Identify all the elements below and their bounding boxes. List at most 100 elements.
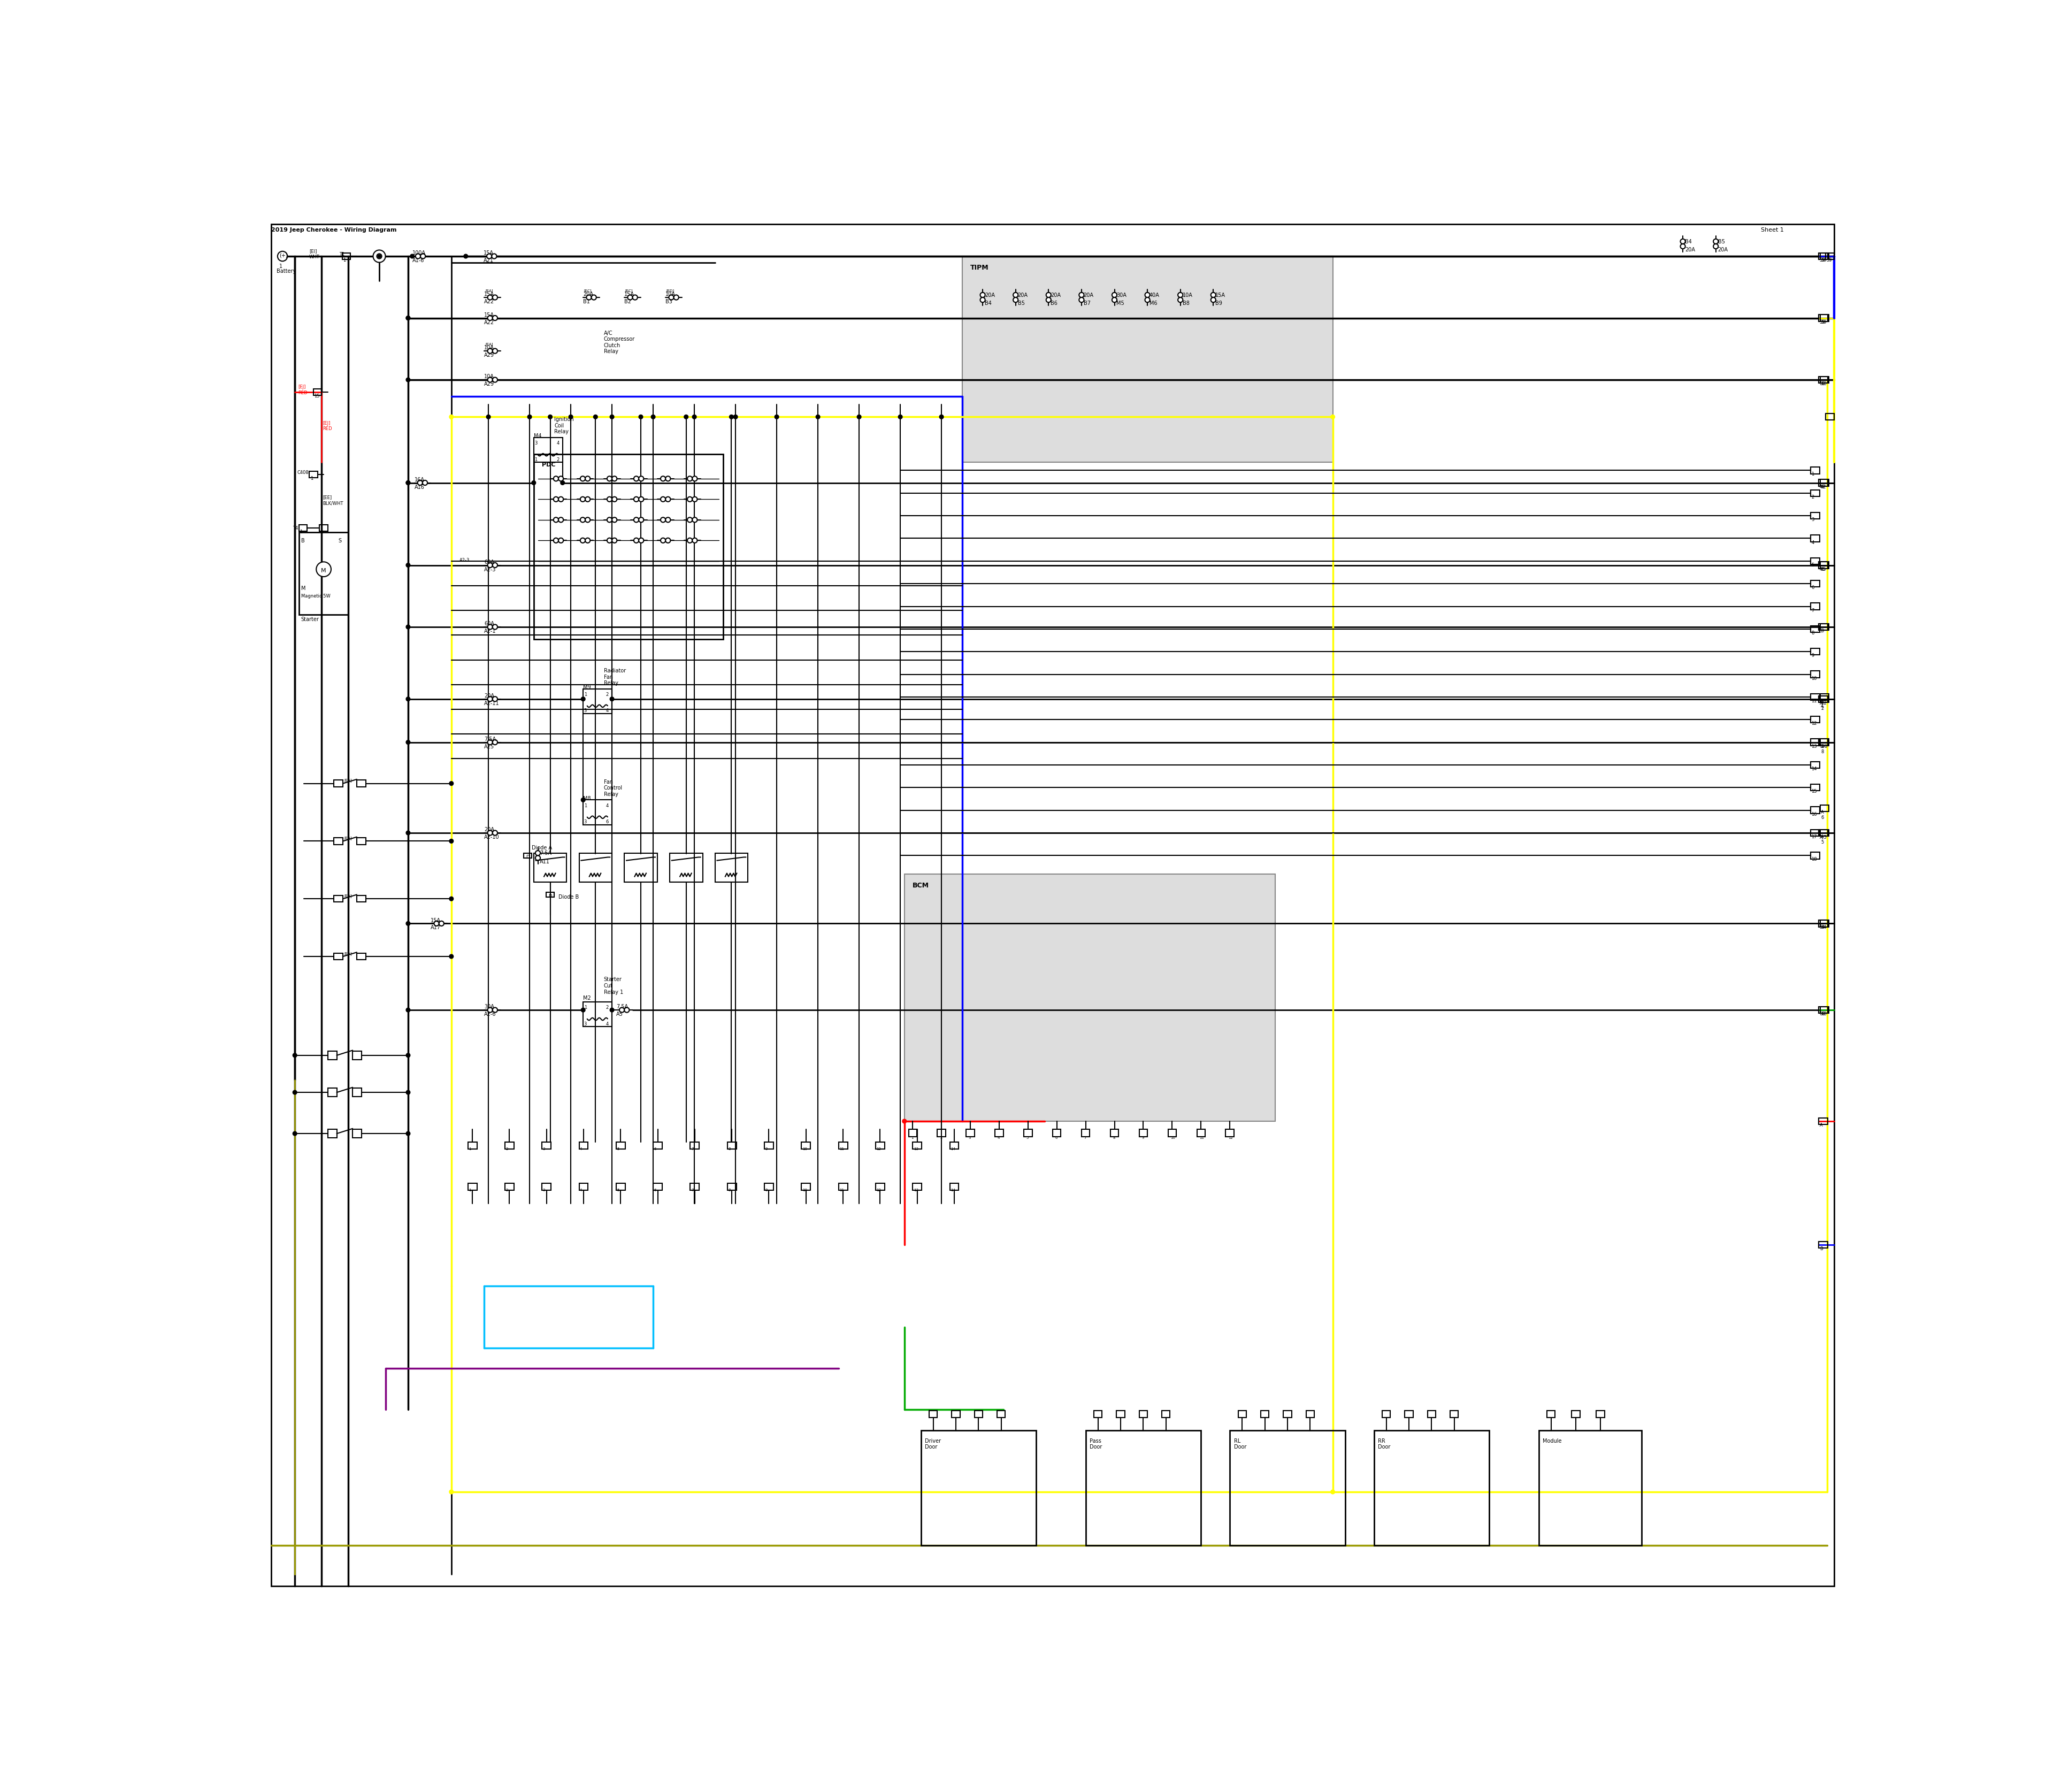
Text: 1: 1 (534, 457, 538, 462)
Bar (1826, 253, 1834, 260)
Bar (1818, 480, 1828, 486)
Circle shape (665, 477, 670, 480)
Bar (1818, 624, 1828, 631)
Bar (1820, 921, 1828, 926)
Bar (579, 1183, 587, 1190)
Circle shape (665, 496, 670, 502)
Circle shape (378, 254, 380, 258)
Text: A
2: A 2 (1820, 701, 1824, 711)
Text: 15: 15 (314, 394, 320, 398)
Circle shape (608, 477, 612, 480)
Text: 12: 12 (1228, 1136, 1232, 1140)
Bar (1820, 563, 1828, 568)
Circle shape (1210, 297, 1216, 303)
Circle shape (1078, 292, 1085, 297)
Text: 3: 3 (583, 1021, 587, 1027)
Bar (624, 853, 657, 882)
Circle shape (581, 496, 585, 502)
Text: 13: 13 (1812, 744, 1818, 749)
Text: T1: T1 (339, 253, 345, 256)
Circle shape (635, 538, 639, 543)
Circle shape (487, 1007, 493, 1012)
Text: Starter: Starter (302, 616, 318, 622)
Circle shape (493, 697, 497, 701)
Circle shape (610, 414, 614, 419)
Bar (727, 1183, 735, 1190)
Circle shape (1713, 244, 1719, 249)
Text: 4: 4 (606, 708, 608, 713)
Circle shape (407, 480, 411, 486)
Text: 1: 1 (300, 530, 302, 534)
Text: 10: 10 (1812, 676, 1818, 681)
Bar (1810, 694, 1820, 701)
Bar (690, 1142, 698, 1149)
Text: 60A: 60A (485, 559, 495, 564)
Text: 30A: 30A (1117, 292, 1126, 297)
Bar (1374, 1430, 1489, 1545)
Bar (912, 1183, 922, 1190)
Circle shape (592, 296, 596, 299)
Text: 15A: 15A (624, 292, 635, 297)
Text: B7: B7 (1085, 301, 1091, 306)
Text: M5: M5 (1117, 301, 1124, 306)
Circle shape (407, 480, 411, 486)
Bar (908, 1129, 916, 1136)
Text: 13: 13 (914, 1147, 918, 1150)
Circle shape (407, 1007, 411, 1012)
Circle shape (553, 518, 559, 521)
Circle shape (857, 414, 861, 419)
Bar (616, 1142, 624, 1149)
Text: B1: B1 (583, 299, 589, 305)
Circle shape (620, 1007, 624, 1012)
Bar (357, 953, 366, 961)
Bar (715, 853, 748, 882)
Bar (1818, 563, 1828, 568)
Text: 40A: 40A (1150, 292, 1161, 297)
Circle shape (661, 518, 665, 521)
Text: 20A: 20A (1050, 292, 1060, 297)
Bar (1818, 1007, 1828, 1012)
Circle shape (581, 518, 585, 521)
Text: A29: A29 (485, 353, 495, 358)
Bar (764, 1142, 774, 1149)
Circle shape (774, 414, 778, 419)
Circle shape (407, 740, 411, 744)
Bar (1820, 738, 1828, 745)
Circle shape (450, 1489, 454, 1495)
Bar (583, 1002, 612, 1027)
Text: 16: 16 (1812, 812, 1818, 817)
Circle shape (1331, 1489, 1335, 1495)
Bar (727, 1142, 735, 1149)
Text: [EA]: [EA] (485, 342, 493, 346)
Bar (994, 1129, 1002, 1136)
Text: A
4: A 4 (1820, 699, 1824, 710)
Text: Ignition
Coil
Relay: Ignition Coil Relay (555, 418, 573, 435)
Circle shape (407, 1090, 411, 1095)
Text: A22: A22 (485, 319, 495, 324)
Text: 20A: 20A (485, 694, 495, 699)
Bar (468, 1183, 477, 1190)
Text: M9: M9 (583, 685, 592, 690)
Text: M4: M4 (534, 434, 542, 439)
Text: [EA]: [EA] (345, 952, 351, 955)
Text: 11: 11 (1200, 1136, 1204, 1140)
Text: A2-3: A2-3 (485, 566, 497, 572)
Circle shape (493, 348, 497, 353)
Circle shape (407, 378, 411, 382)
Circle shape (608, 538, 612, 543)
Bar (1810, 717, 1820, 722)
Text: A/5: A/5 (1820, 835, 1826, 839)
Text: 11: 11 (1812, 699, 1818, 704)
Text: A25: A25 (485, 744, 495, 749)
Circle shape (487, 830, 493, 835)
Text: 45: 45 (1820, 566, 1826, 572)
Text: [EI]
WHT: [EI] WHT (310, 249, 320, 260)
Circle shape (815, 414, 820, 419)
Circle shape (939, 414, 943, 419)
Bar (928, 1410, 937, 1417)
Circle shape (585, 538, 589, 543)
Text: 7.5A: 7.5A (485, 737, 497, 742)
Bar (1117, 1410, 1126, 1417)
Text: C408: C408 (298, 471, 308, 475)
Bar (764, 1183, 774, 1190)
